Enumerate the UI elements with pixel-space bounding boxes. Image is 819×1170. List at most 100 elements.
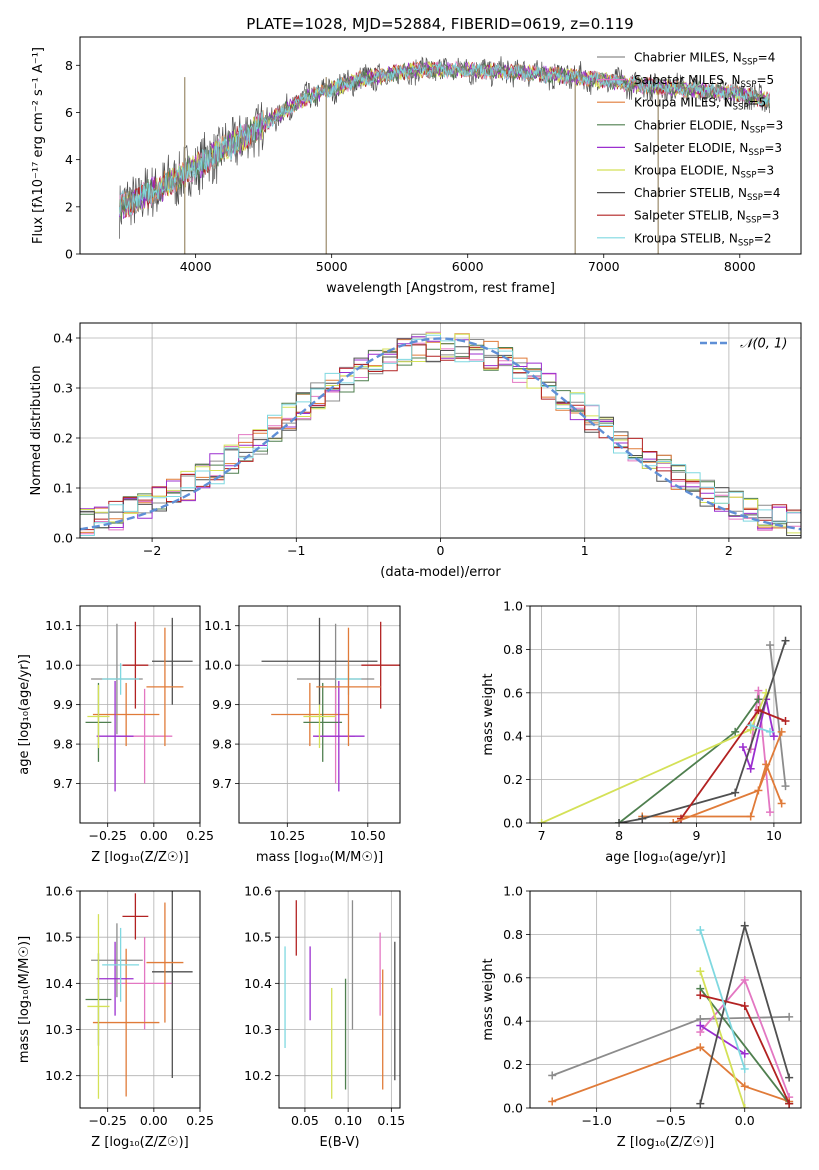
y-tick-label: 0.3 [53,381,73,396]
data-point-kroupa-miles [92,682,160,747]
x-tick-label: 0.25 [186,1113,214,1128]
series-line [618,698,760,823]
y-tick-label: 0.6 [503,685,523,700]
x-axis-label: mass [log₁₀(M/M☉)] [256,850,383,865]
y-tick-label: 9.8 [212,737,232,752]
plus-marker [785,1099,794,1108]
mass-vs-ebv-axes: 0.05 0.10 0.15 10.2 10.3 10.4 10.5 10.6 E(B-V) [244,884,405,1151]
data-point-chabrier-stelib [261,617,378,705]
plus-marker [740,975,749,984]
y-tick-label: 0.0 [53,531,73,546]
x-tick-label: 0.0 [735,1113,755,1128]
data-point-salpeter-stelib [122,893,149,940]
series-salpeter-stelib [676,706,790,823]
x-tick-label: 5000 [316,259,348,274]
data-point-chabrier-elodie [303,682,343,762]
y-axis-label: mass [log₁₀(M/M☉)] [17,936,32,1063]
data-point-salpeter-miles [116,937,173,1030]
legend-entry: Kroupa ELODIE, NSSP=3 [634,164,774,181]
series-kroupa-miles [669,727,786,823]
series-line [750,724,771,733]
y-tick-label: 10.4 [45,976,73,991]
x-tick-label: 0.10 [334,1113,362,1128]
x-tick-label: 0.05 [291,1113,319,1128]
plus-marker [669,819,678,823]
plus-marker [740,1049,749,1058]
plus-marker [754,786,763,795]
plus-marker [740,921,749,930]
y-tick-label: 10.3 [244,1022,272,1037]
x-axis-label: E(B-V) [319,1135,359,1150]
x-tick-label: −1.0 [581,1113,611,1128]
y-axis-label: mass weight [481,958,496,1040]
y-tick-label: 8 [65,58,73,73]
data-point-salpeter-elodie [96,680,134,792]
data-point-chabrier-miles [91,923,143,998]
x-tick-label: 10.25 [269,828,305,843]
legend-entry: Kroupa STELIB, NSSP=2 [634,231,772,248]
plus-marker [766,641,775,650]
series-salpeter-stelib [696,991,794,1108]
mass-vs-ebv-points [284,900,396,1099]
y-tick-label: 9.8 [53,737,73,752]
plus-marker [754,686,763,695]
y-tick-label: 9.9 [212,697,232,712]
data-point-kroupa-stelib [102,927,140,1002]
x-tick-label: 0.00 [140,828,168,843]
mass-vs-metallicity-axes: −0.25 0.00 0.25 10.2 10.3 10.4 10.5 10.6 Z [log₁… [17,884,214,1151]
y-tick-label: 10.3 [45,1022,73,1037]
y-axis-label: Normed distribution [29,366,44,496]
legend-entry: Chabrier MILES, NSSP=4 [634,51,775,68]
y-axis-label: age [log₁₀(age/yr)] [17,654,32,775]
mass-weight-vs-age-axes: 7 8 9 10 0.0 0.2 0.4 0.6 0.8 1.0 age [log₁₀(age/yr… [481,599,802,865]
data-point-salpeter-elodie [96,941,134,1016]
y-tick-label: 0.2 [503,772,523,787]
x-axis-label: age [log₁₀(age/yr)] [605,850,726,865]
mass-weight-vs-age-series [537,636,790,823]
histogram-legend: 𝒩(0, 1) [700,337,787,352]
data-point-kroupa-miles [92,948,160,1097]
plot-frame [278,890,401,1109]
series-line [618,640,787,823]
legend-entry: Salpeter MILES, NSSP=5 [634,73,774,90]
series-kroupa-stelib [746,721,775,736]
y-tick-label: 1.0 [503,884,523,899]
x-tick-label: 0.25 [186,828,214,843]
y-tick-label: 10.0 [204,658,232,673]
plus-marker [754,695,763,704]
x-tick-label: −2 [143,543,161,558]
plus-marker [615,819,624,823]
x-tick-label: 0 [437,543,445,558]
x-tick-label: 10 [766,828,782,843]
y-tick-label: 9.7 [53,776,73,791]
spectrum-line-kroupa-stelib [119,61,771,216]
data-point-salpeter-stelib [122,621,149,709]
data-point-kroupa-miles [316,627,381,747]
y-tick-label: 10.1 [204,618,232,633]
y-tick-label: 10.5 [244,930,272,945]
legend-entry: Kroupa MILES, NSSP=5 [634,96,766,113]
plus-marker [696,1021,705,1030]
plus-marker [781,782,790,791]
plus-marker [696,1099,705,1108]
y-tick-label: 0.4 [503,1014,523,1029]
plus-marker [548,1097,557,1106]
plus-marker [769,732,778,741]
data-point-chabrier-stelib [152,891,193,1078]
histogram-salpeter-stelib [80,344,801,531]
gaussian-curve [80,337,801,531]
x-tick-label: 8 [615,828,623,843]
y-tick-label: 0.2 [503,1057,523,1072]
histogram-steps [80,331,801,536]
plot-frame [529,605,802,824]
series-line [699,971,746,1108]
plus-marker [746,812,755,821]
age-vs-metallicity-axes: −0.25 0.00 0.25 9.7 9.8 9.9 10.0 10.1 Z [log₁₀(Z… [17,605,214,865]
plus-marker [740,1104,749,1108]
mass-vs-metallicity-points [85,891,193,1099]
x-tick-label: −0.25 [89,828,127,843]
plus-marker [638,814,647,823]
y-tick-label: 10.2 [244,1068,272,1083]
plus-marker [785,1073,794,1082]
plot-frame [79,605,201,824]
